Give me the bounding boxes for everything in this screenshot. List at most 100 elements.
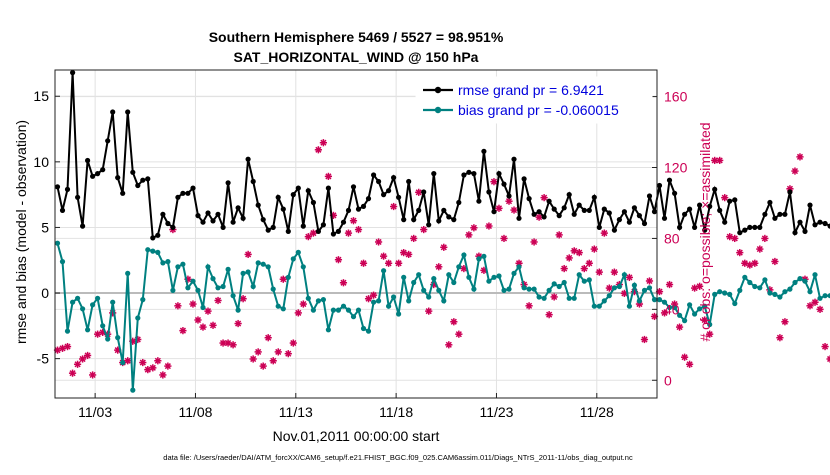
obs-point [601,230,608,237]
bias-point [336,308,341,313]
y-tick-label-right: 0 [664,372,672,388]
obs-point [235,320,242,327]
obs-point [189,300,196,307]
y-tick-label-left: 15 [33,88,49,104]
bias-point [532,287,537,292]
rmse-point [451,217,456,222]
bias-point [391,294,396,299]
obs-point [420,226,427,233]
obs-point [305,233,312,240]
rmse-point [376,179,381,184]
rmse-point [165,221,170,226]
rmse-point [431,171,436,176]
obs-point [611,269,618,276]
obs-point [350,217,357,224]
bias-point [812,272,817,277]
bias-point [231,293,236,298]
rmse-point [140,178,145,183]
bias-point [511,271,516,276]
obs-point [295,309,302,316]
rmse-point [130,170,135,175]
bias-point [782,289,787,294]
rmse-point [381,192,386,197]
rmse-point [672,191,677,196]
rmse-point [742,228,747,233]
rmse-point [617,217,622,222]
rmse-point [552,207,557,212]
obs-point [591,245,598,252]
rmse-point [416,208,421,213]
obs-point [124,357,131,364]
obs-point [64,343,71,350]
rmse-point [812,222,817,227]
obs-point [270,357,277,364]
bias-point [461,252,466,257]
obs-point [159,371,166,378]
rmse-point [461,172,466,177]
rmse-point [542,214,547,219]
rmse-point [321,222,326,227]
rmse-point [396,195,401,200]
bias-point [642,288,647,293]
bias-point [597,304,602,309]
bias-point [210,276,215,281]
bias-point [321,297,326,302]
obs-point [686,361,693,368]
bias-point [637,298,642,303]
bias-point [557,284,562,289]
bias-point [797,276,802,281]
rmse-point [401,217,406,222]
rmse-point [747,225,752,230]
rmse-point [737,230,742,235]
obs-point [731,235,738,242]
bias-point [421,288,426,293]
rmse-point [70,70,75,75]
bias-point [241,271,246,276]
obs-point [551,293,558,300]
obs-point [646,277,653,284]
rmse-point [466,170,471,175]
bias-point [572,296,577,301]
rmse-point [296,186,301,191]
rmse-point [486,189,491,194]
bias-point [120,360,125,365]
bias-point [426,294,431,299]
bias-point [747,280,752,285]
rmse-point [797,220,802,225]
obs-point [490,178,497,185]
x-tick-label: 11/28 [580,404,614,420]
rmse-point [125,109,130,114]
bias-point [90,302,95,307]
bias-point [823,293,828,298]
data-file-footer: data file: /Users/raeder/DAI/ATM_forcXX/… [163,453,633,462]
bias-point [737,288,742,293]
obs-point [596,269,603,276]
bias-point [195,288,200,293]
obs-point [681,354,688,361]
bias-point [496,273,501,278]
rmse-point [532,212,537,217]
rmse-point [642,221,647,226]
bias-point [351,314,356,319]
y-tick-label-right: 160 [664,89,688,105]
chart-title-line2: SAT_HORIZONTAL_WIND @ 150 hPa [234,49,479,65]
bias-point [757,285,762,290]
obs-point [89,371,96,378]
bias-point [727,292,732,297]
legend-rmse-text: rmse grand pr = 6.9421 [458,82,604,98]
bias-point [627,304,632,309]
bias-point [441,298,446,303]
obs-point [806,302,813,309]
bias-point [190,279,195,284]
obs-point [445,341,452,348]
rmse-point [185,191,190,196]
obs-point [561,265,568,272]
obs-point [576,249,583,256]
bias-point [486,279,491,284]
rmse-point [276,195,281,200]
obs-point [355,226,362,233]
rmse-point [582,208,587,213]
obs-point [320,139,327,146]
bias-point [306,296,311,301]
rmse-point [496,171,501,176]
